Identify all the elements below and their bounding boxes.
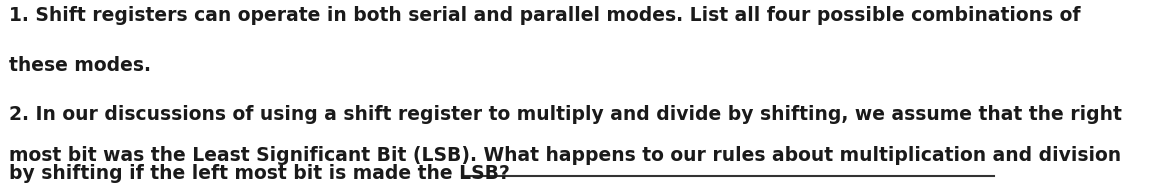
- Text: 2. In our discussions of using a shift register to multiply and divide by shifti: 2. In our discussions of using a shift r…: [9, 105, 1122, 124]
- Text: most bit was the Least Significant Bit (LSB). What happens to our rules about mu: most bit was the Least Significant Bit (…: [9, 146, 1122, 165]
- Text: by shifting if the left most bit is made the LSB?: by shifting if the left most bit is made…: [9, 164, 510, 183]
- Text: 1. Shift registers can operate in both serial and parallel modes. List all four : 1. Shift registers can operate in both s…: [9, 6, 1081, 25]
- Text: these modes.: these modes.: [9, 56, 152, 75]
